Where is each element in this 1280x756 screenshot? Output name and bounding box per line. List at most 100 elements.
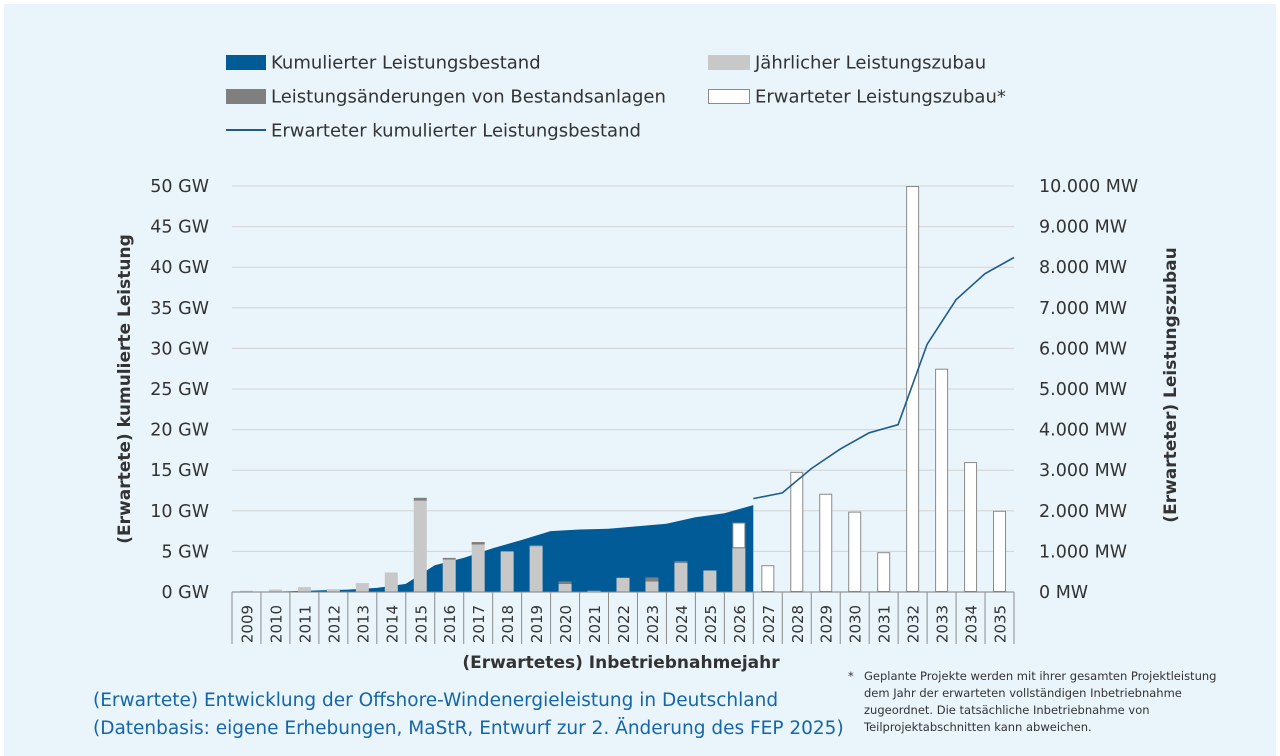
annual-bar [732,548,746,592]
annual-bar [326,589,340,592]
x-tick-label: 2015 [412,605,430,643]
x-tick-label: 2034 [963,605,981,643]
legend-label-expected-line: Erwarteter kumulierter Leistungsbestand [271,121,641,142]
legend-swatch-cumulative [226,55,266,70]
x-tick-label: 2030 [847,605,865,643]
right-tick-label: 4.000 MW [1039,421,1127,441]
right-tick-label: 10.000 MW [1039,177,1138,197]
right-tick-label: 7.000 MW [1039,299,1127,319]
change-bar [413,497,427,501]
expected-bar [790,471,804,593]
x-tick-label: 2013 [354,605,372,643]
x-tick-label: 2024 [673,605,691,643]
annual-bar [268,589,282,592]
right-tick-label: 5.000 MW [1039,380,1127,400]
annual-bar [674,562,688,592]
caption-line-2: (Datenbasis: eigene Erhebungen, MaStR, E… [93,718,844,739]
change-bar [529,545,543,547]
legend: Kumulierter Leistungsbestand Jährlicher … [226,53,1006,142]
x-tick-label: 2031 [876,605,894,643]
chart-panel [4,4,1276,756]
expected-bar [964,462,978,592]
x-axis-title: (Erwartetes) Inbetriebnahmejahr [462,653,780,673]
legend-label-expected-bar: Erwarteter Leistungszubau* [755,87,1006,108]
expected-bar [848,511,862,592]
change-bar [645,577,659,582]
right-tick-label: 6.000 MW [1039,339,1127,359]
right-tick-label: 2.000 MW [1039,502,1127,522]
expected-bar [732,522,746,549]
right-tick-label: 9.000 MW [1039,218,1127,238]
axes-layer: 0 GW 5 GW 10 GW 15 GW 20 GW 25 GW 30 GW 35 GW 40… [150,177,1138,644]
cumulative-area [232,505,754,592]
right-tick-label: 8.000 MW [1039,258,1127,278]
x-tick-label: 2012 [325,605,343,643]
legend-label-cumulative: Kumulierter Leistungsbestand [271,53,541,74]
x-tick-label: 2023 [644,605,662,643]
legend-swatch-changes [226,89,266,104]
left-tick-label: 15 GW [150,461,209,481]
legend-label-annual: Jährlicher Leistungszubau [754,53,986,74]
legend-swatch-annual [708,55,750,70]
right-axis-title: (Erwarteter) Leistungszubau [1161,247,1181,522]
expected-bar [935,368,949,593]
annual-bar [384,572,398,592]
x-tick-label: 2016 [441,605,459,643]
right-tick-label: 0 MW [1039,583,1088,603]
left-axis-title: (Erwartete) kumulierte Leistung [115,234,135,544]
change-bar [471,542,485,545]
annual-bar [645,581,659,592]
left-tick-label: 5 GW [161,542,209,562]
annual-bar [587,590,601,592]
right-tick-label: 3.000 MW [1039,461,1127,481]
x-tick-label: 2022 [615,605,633,643]
x-tick-label: 2021 [586,605,604,643]
x-tick-label: 2027 [760,605,778,643]
x-tick-label: 2026 [731,605,749,643]
expected-bar [877,552,891,592]
figure-caption: (Erwartete) Entwicklung der Offshore-Win… [93,687,844,743]
annual-bar [471,544,485,592]
annual-bar [529,546,543,592]
expected-bar [761,565,775,592]
x-tick-label: 2010 [267,605,285,643]
expected-bar [993,510,1007,592]
annual-bar [703,570,717,592]
x-tick-label: 2019 [528,605,546,643]
x-tick-label: 2011 [296,605,314,643]
expected-line-layer [753,256,1015,500]
change-bar [442,557,456,560]
legend-label-changes: Leistungsänderungen von Bestandsanlagen [271,87,666,108]
expected-bar [906,186,920,592]
x-tick-label: 2025 [702,605,720,643]
footnote-text: Geplante Projekte werden mit ihrer gesam… [864,669,1217,734]
legend-swatch-expected-bar [708,89,750,104]
annual-bar [500,551,514,592]
annual-bar [442,559,456,592]
annual-bar [413,500,427,592]
x-tick-label: 2009 [238,605,256,643]
x-tick-label: 2029 [818,605,836,643]
left-tick-label: 50 GW [150,177,209,197]
left-tick-label: 40 GW [150,258,209,278]
annual-bar [616,577,630,592]
annual-bar [239,590,253,592]
x-tick-label: 2033 [934,605,952,643]
x-tick-label: 2028 [789,605,807,643]
x-tick-label: 2020 [557,605,575,643]
footnote: * Geplante Projekte werden mit ihrer ges… [848,668,1220,736]
x-tick-label: 2018 [499,605,517,643]
x-tick-label: 2035 [992,605,1010,643]
right-tick-label: 1.000 MW [1039,542,1127,562]
left-tick-label: 45 GW [150,218,209,238]
x-tick-label: 2014 [383,605,401,643]
left-tick-label: 0 GW [161,583,209,603]
change-bar [674,561,688,563]
cumulative-area-layer [232,505,754,592]
left-tick-label: 20 GW [150,421,209,441]
expected-bar [819,493,833,592]
x-tick-label: 2032 [905,605,923,643]
footnote-marker: * [848,669,854,683]
annual-bar [297,587,311,592]
